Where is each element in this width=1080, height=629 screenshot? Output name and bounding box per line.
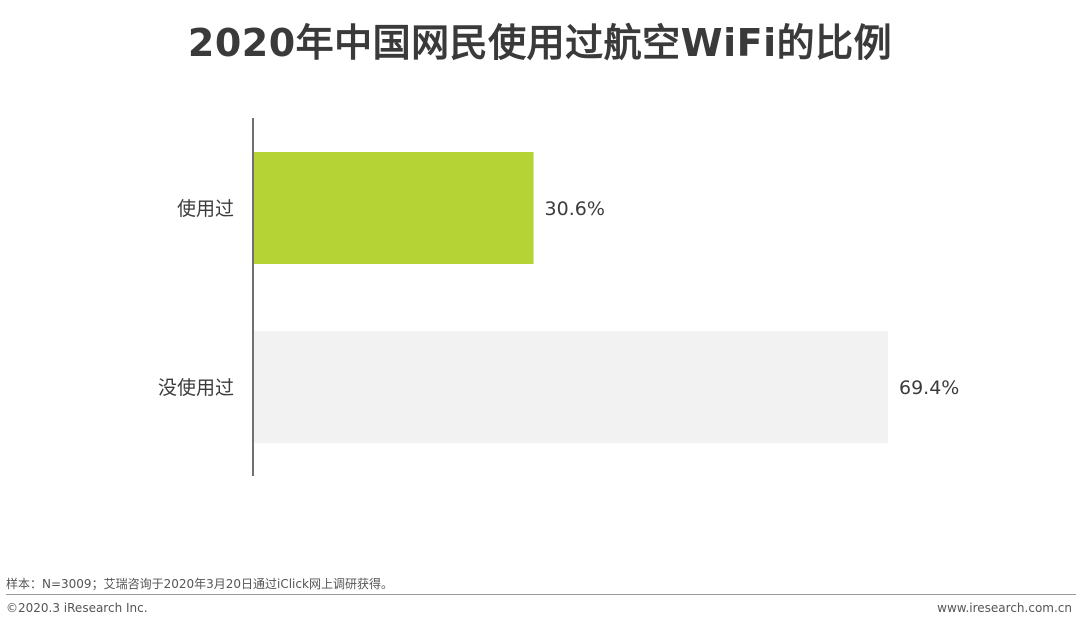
data-label: 30.6% xyxy=(545,198,605,220)
bar-used xyxy=(254,152,534,264)
copyright-text: ©2020.3 iResearch Inc. xyxy=(6,601,148,615)
website-link[interactable]: www.iresearch.com.cn xyxy=(937,601,1072,615)
category-label: 没使用过 xyxy=(158,377,234,399)
data-label: 69.4% xyxy=(899,377,959,399)
footer-divider xyxy=(6,594,1076,595)
chart-title: 2020年中国网民使用过航空WiFi的比例 xyxy=(187,21,893,65)
sample-note: 样本：N=3009；艾瑞咨询于2020年3月20日通过iClick网上调研获得。 xyxy=(6,577,393,591)
bar-not-used xyxy=(254,331,888,443)
category-label: 使用过 xyxy=(177,198,234,220)
